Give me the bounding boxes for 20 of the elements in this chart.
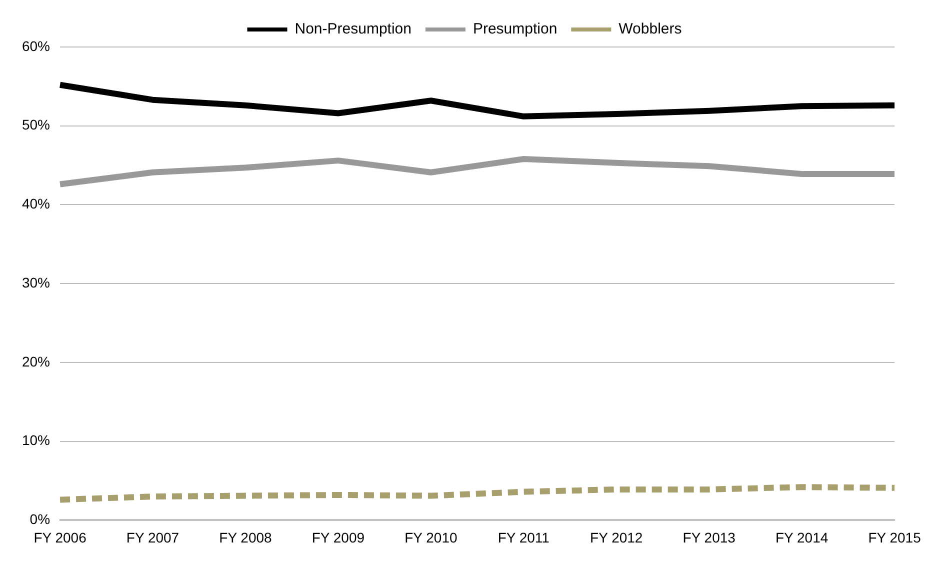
- y-tick-label: 60%: [22, 38, 50, 54]
- x-tick-label: FY 2009: [312, 529, 365, 546]
- y-tick-label: 30%: [22, 274, 50, 290]
- y-tick-label: 40%: [22, 196, 50, 212]
- x-tick-label: FY 2015: [868, 529, 922, 546]
- legend-label: Presumption: [472, 20, 558, 38]
- legend-label: Wobblers: [618, 20, 682, 38]
- y-tick-label: 10%: [22, 432, 50, 448]
- x-tick-label: FY 2007: [126, 529, 180, 546]
- x-tick-label: FY 2013: [682, 529, 736, 546]
- x-tick-label: FY 2012: [590, 529, 643, 546]
- y-tick-label: 0%: [30, 511, 50, 528]
- x-tick-label: FY 2006: [34, 529, 87, 546]
- x-tick-label: FY 2008: [219, 529, 272, 546]
- y-tick-label: 20%: [22, 353, 50, 370]
- y-tick-label: 50%: [22, 116, 50, 133]
- x-tick-label: FY 2010: [404, 529, 458, 546]
- x-tick-label: FY 2014: [775, 529, 828, 546]
- x-tick-label: FY 2011: [498, 529, 550, 546]
- legend-label: Non-Presumption: [294, 20, 412, 38]
